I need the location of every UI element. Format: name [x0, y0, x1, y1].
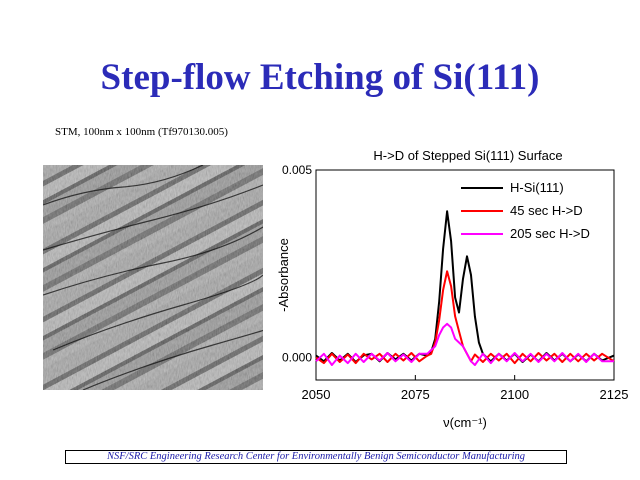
y-axis-label: -Absorbance: [276, 238, 291, 312]
x-tick-label: 2125: [600, 387, 629, 402]
slide-title: Step-flow Etching of Si(111): [100, 57, 540, 98]
legend: H-Si(111) 45 sec H->D 205 sec H->D: [461, 180, 590, 241]
x-axis-label: ν(cm⁻¹): [443, 415, 487, 430]
series-layer: [315, 210, 615, 366]
series-line-2: [315, 270, 615, 365]
spectrum-chart: H->D of Stepped Si(111) Surface 0.000 0.0…: [276, 148, 629, 430]
x-ticks: 2050 2075 2100 2125: [302, 375, 629, 402]
chart-title: H->D of Stepped Si(111) Surface: [373, 148, 562, 163]
y-tick-label: 0.000: [282, 351, 312, 365]
stm-caption: STM, 100nm x 100nm (Tf970130.005): [55, 126, 228, 138]
x-tick-label: 2100: [500, 387, 529, 402]
stm-image: [43, 165, 263, 390]
x-tick-label: 2050: [302, 387, 331, 402]
y-tick-label: 0.005: [282, 163, 312, 177]
plot-frame: [315, 169, 615, 381]
legend-label: 45 sec H->D: [510, 203, 583, 218]
series-line-3: [315, 322, 614, 366]
legend-label: 205 sec H->D: [510, 226, 590, 241]
legend-label: H-Si(111): [510, 180, 564, 195]
footer-credit: NSF/SRC Engineering Research Center for …: [65, 450, 567, 464]
x-tick-label: 2075: [401, 387, 430, 402]
